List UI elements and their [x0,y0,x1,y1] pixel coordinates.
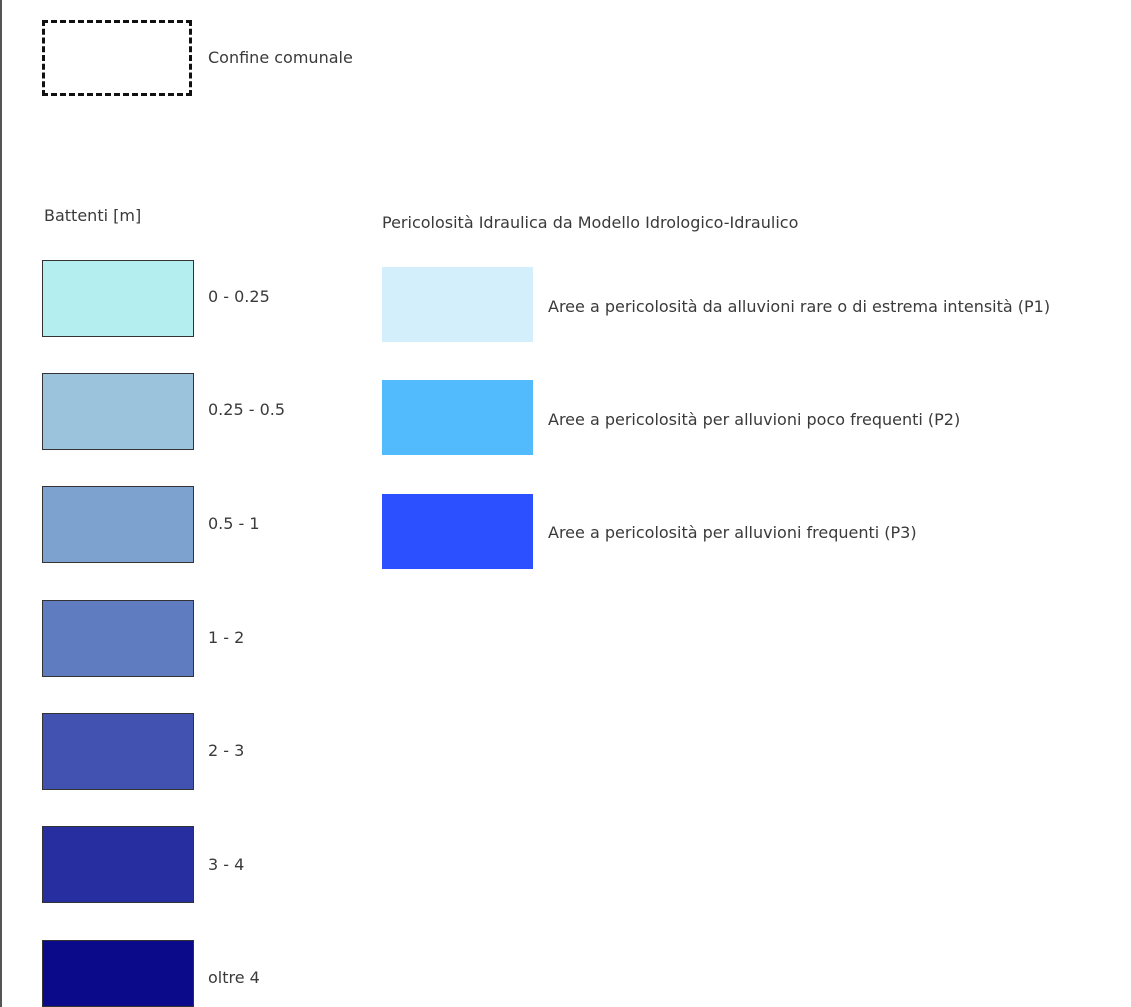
depth-swatch-1 [42,373,194,450]
hazard-label-p1: Aree a pericolosità da alluvioni rare o … [548,297,1051,316]
depth-legend-title: Battenti [m] [44,206,142,225]
depth-label-2: 0.5 - 1 [208,514,260,533]
depth-swatch-5 [42,826,194,903]
depth-swatch-6 [42,940,194,1007]
depth-label-0: 0 - 0.25 [208,287,270,306]
hazard-legend-title: Pericolosità Idraulica da Modello Idrolo… [382,213,799,232]
depth-swatch-4 [42,713,194,790]
depth-label-5: 3 - 4 [208,855,245,874]
depth-swatch-0 [42,260,194,337]
hazard-label-p2: Aree a pericolosità per alluvioni poco f… [548,410,961,429]
depth-label-3: 1 - 2 [208,628,245,647]
depth-swatch-3 [42,600,194,677]
hazard-swatch-p1 [382,267,533,342]
map-frame-border [0,0,2,1007]
depth-label-1: 0.25 - 0.5 [208,400,286,419]
depth-swatch-2 [42,486,194,563]
municipal-boundary-label: Confine comunale [208,48,353,67]
hazard-swatch-p2 [382,380,533,455]
depth-label-6: oltre 4 [208,968,260,987]
depth-label-4: 2 - 3 [208,741,245,760]
hazard-label-p3: Aree a pericolosità per alluvioni freque… [548,523,917,542]
hazard-swatch-p3 [382,494,533,569]
municipal-boundary-swatch [42,20,192,96]
